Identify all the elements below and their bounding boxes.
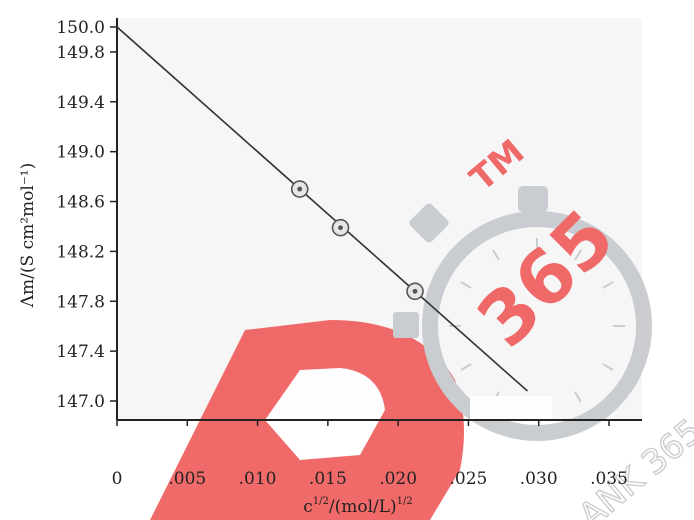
- watermark-white-patch: [470, 396, 552, 420]
- x-tick-label: .020: [379, 469, 417, 489]
- x-axis-label-main: c: [303, 497, 313, 517]
- watermark-stopwatch-top-stem: [527, 208, 539, 222]
- y-tick-label: 149.0: [56, 143, 105, 163]
- y-tick-label: 147.0: [56, 392, 105, 412]
- fit-line: [116, 26, 528, 392]
- x-tick-label: .035: [590, 469, 628, 489]
- y-tick-label: 148.6: [56, 193, 105, 213]
- x-axis-label-sup2: 1/2: [397, 496, 413, 507]
- x-tick-label: .025: [449, 469, 487, 489]
- y-tick-label: 150.0: [56, 18, 105, 38]
- data-point: [331, 218, 350, 237]
- x-tick-label: .015: [309, 469, 347, 489]
- x-axis-label: c1/2/(mol/L)1/2: [303, 496, 413, 517]
- y-tick-label: 148.2: [56, 242, 105, 262]
- y-axis-label: Λm/(S cm²mol⁻¹): [18, 163, 38, 308]
- x-tick-label: .005: [168, 469, 206, 489]
- x-tick-label: .010: [239, 469, 277, 489]
- data-point: [290, 180, 309, 198]
- y-tick-label: 149.4: [56, 93, 105, 113]
- watermark-b-inner: [265, 368, 385, 460]
- x-tick-label: .030: [520, 469, 558, 489]
- y-tick-label: 149.8: [56, 43, 105, 63]
- watermark-stopwatch-left-knob: [393, 312, 419, 338]
- y-tick-label: 147.4: [56, 342, 105, 362]
- data-points: [290, 180, 424, 301]
- x-ticks: 0 .005 .010 .015 .020 .025 .030 .035: [112, 420, 628, 489]
- watermark-stopwatch-side-button: [409, 203, 449, 243]
- y-tick-label: 147.8: [56, 292, 105, 312]
- x-tick-label: 0: [112, 469, 123, 489]
- x-axis-label-sup: 1/2: [313, 496, 329, 507]
- x-axis-label-units: /(mol/L): [329, 497, 397, 517]
- data-point: [406, 282, 424, 301]
- watermark-stopwatch-top-button: [518, 186, 548, 212]
- y-ticks: 147.0 147.4 147.8 148.2 148.6 149.0 149.4 149.8…: [56, 18, 117, 412]
